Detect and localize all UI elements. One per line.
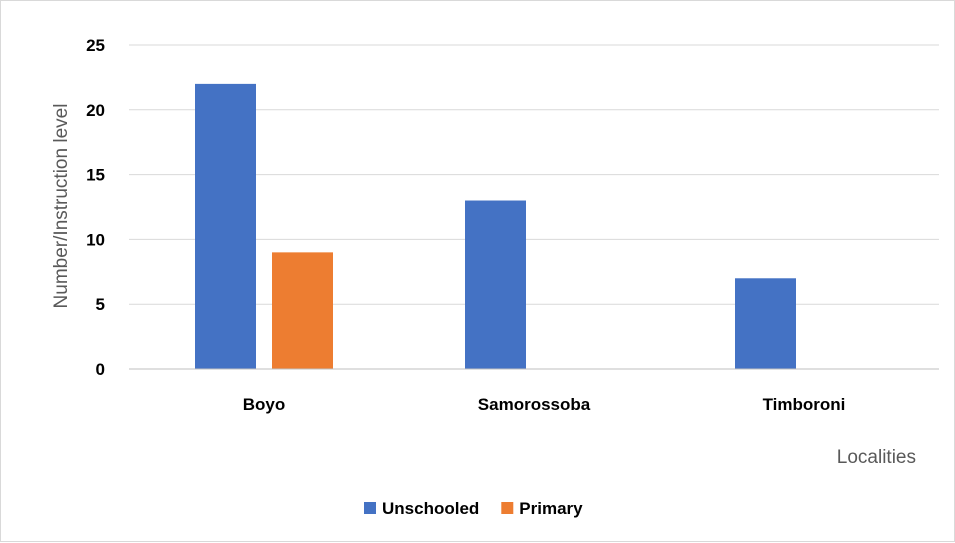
bar-boyo-primary (272, 252, 333, 369)
bar-timboroni-unschooled (735, 278, 796, 369)
legend-label: Unschooled (382, 499, 479, 518)
bar-boyo-unschooled (195, 83, 256, 369)
category-label: Timboroni (763, 395, 846, 414)
y-tick-label: 0 (96, 360, 105, 379)
category-labels: Boyo Samorossoba Timboroni (243, 395, 846, 414)
legend: Unschooled Primary (364, 499, 583, 518)
bars (129, 83, 939, 370)
y-tick-label: 25 (86, 36, 105, 55)
x-axis-title: Localities (837, 447, 916, 468)
y-axis-title: Number/Instruction level (51, 104, 72, 309)
y-tick-labels: 0 5 10 15 20 25 (86, 36, 105, 379)
category-label: Boyo (243, 395, 286, 414)
bar-samorossoba-unschooled (465, 200, 526, 369)
legend-item: Unschooled (364, 499, 479, 518)
y-tick-label: 10 (86, 230, 105, 249)
y-tick-label: 15 (86, 166, 105, 185)
legend-label: Primary (519, 499, 583, 518)
legend-item: Primary (501, 499, 583, 518)
legend-swatch (501, 502, 514, 514)
y-tick-label: 20 (86, 101, 105, 120)
category-label: Samorossoba (478, 395, 591, 414)
legend-swatch (364, 502, 376, 514)
y-tick-label: 5 (96, 295, 105, 314)
